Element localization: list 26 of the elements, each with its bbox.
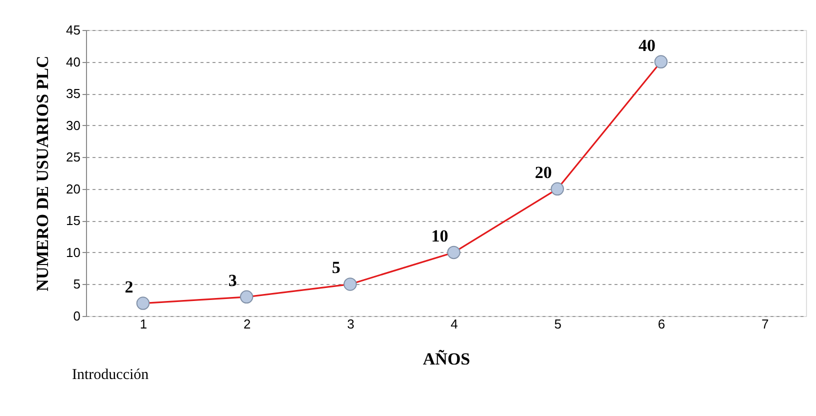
y-tick-label: 0 xyxy=(73,308,80,324)
y-tick-label: 25 xyxy=(66,150,80,165)
x-tick-label: 7 xyxy=(761,316,769,332)
data-label: 10 xyxy=(431,226,448,246)
x-tick-label: 3 xyxy=(347,316,354,332)
y-tick-label: 35 xyxy=(66,86,80,102)
data-label: 3 xyxy=(228,270,237,290)
data-label: 40 xyxy=(638,36,656,55)
text: Introducción xyxy=(72,367,150,383)
y-tick-label: 20 xyxy=(66,181,80,196)
data-label: 20 xyxy=(534,162,552,182)
y-tick-label: 40 xyxy=(66,54,80,70)
y-tick-label: 15 xyxy=(66,213,80,228)
x-tick-label: 1 xyxy=(140,316,148,332)
y-tick-label: 30 xyxy=(66,118,80,133)
x-tick-label: 6 xyxy=(658,316,666,332)
data-label: 5 xyxy=(332,258,340,278)
y-tick-label: 45 xyxy=(66,22,80,38)
x-tick-label: 2 xyxy=(243,316,251,332)
y-axis-title: NUMERO DE USUARIOS PLC xyxy=(33,56,52,292)
x-axis-title: AÑOS xyxy=(422,350,470,368)
y-tick-label: 5 xyxy=(73,276,80,292)
data-label: 2 xyxy=(124,277,134,296)
x-tick-label: 4 xyxy=(450,316,458,332)
x-tick-label: 5 xyxy=(554,316,562,332)
y-tick-label: 10 xyxy=(66,244,80,260)
